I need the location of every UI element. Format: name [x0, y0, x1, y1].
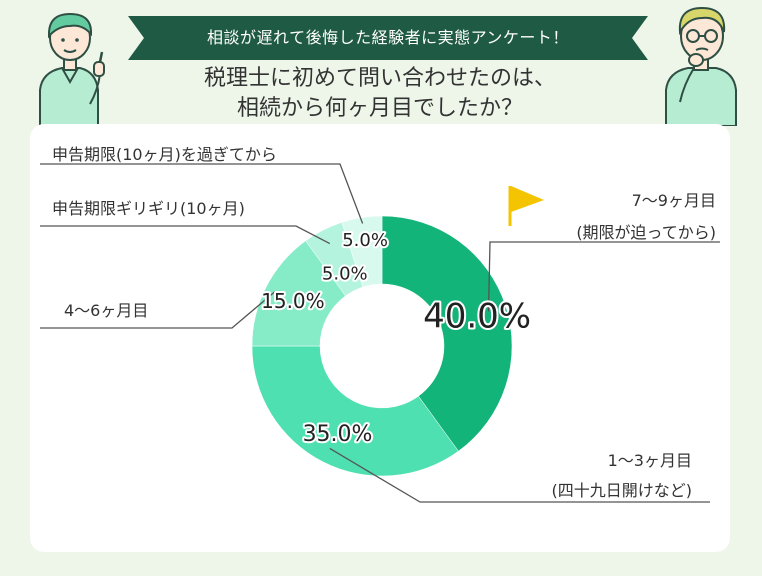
leader-line-2	[329, 447, 710, 503]
person-illustration-left	[39, 12, 105, 126]
person-left-body	[39, 12, 105, 126]
donut-slice-5	[341, 215, 383, 288]
question-line-2: 相続から何ヶ月目でしたか？	[236, 96, 523, 121]
question-line-1: 税理士に初めて問い合わせたのは、	[203, 66, 556, 91]
leader-lines	[40, 163, 720, 503]
slice-callouts: 7〜9ヶ月目 (期限が迫ってから) 1〜3ヶ月目 (四十九日開けなど) 4〜6ヶ月目 申告…	[52, 145, 716, 500]
donut-slice-1	[381, 215, 513, 452]
flag-icon	[508, 186, 544, 226]
donut-slice-2	[251, 345, 459, 477]
banner-ribbon	[128, 16, 648, 60]
banner: 相談が遅れて後悔した経験者に実態アンケート！	[128, 16, 648, 60]
chart-card	[30, 124, 730, 552]
leader-line-5	[40, 163, 364, 224]
slice-value-label-2: 35.0%	[303, 422, 373, 447]
slice-callout-3-line-1: 4〜6ヶ月目	[64, 301, 148, 320]
slice-value-label-4: 5.0%	[322, 263, 368, 284]
slice-callout-1-line-2: (期限が迫ってから)	[576, 223, 716, 242]
leader-line-3	[40, 291, 276, 329]
slice-value-label-5: 5.0%	[342, 230, 388, 251]
slice-callout-5-line-1: 申告期限(10ヶ月)を過ぎてから	[52, 145, 277, 164]
leader-line-1	[487, 241, 720, 312]
leader-line-4	[40, 225, 331, 245]
slice-callout-2-line-2: (四十九日開けなど)	[552, 481, 693, 500]
slice-callout-4-line-1: 申告期限ギリギリ(10ヶ月)	[52, 199, 245, 218]
slice-value-labels: 40.0% 35.0% 15.0% 5.0% 5.0%	[259, 228, 533, 449]
donut-slices	[251, 215, 513, 477]
person-right-body	[665, 6, 737, 126]
banner-text: 相談が遅れて後悔した経験者に実態アンケート！	[207, 28, 569, 47]
slice-callout-1-line-1: 7〜9ヶ月目	[632, 191, 716, 210]
question-title: 税理士に初めて問い合わせたのは、 相続から何ヶ月目でしたか？	[170, 64, 590, 124]
slice-value-label-1: 40.0%	[423, 296, 531, 336]
slice-value-label-3: 15.0%	[261, 289, 325, 313]
slice-callout-2-line-1: 1〜3ヶ月目	[608, 451, 692, 470]
person-illustration-right	[665, 6, 737, 126]
